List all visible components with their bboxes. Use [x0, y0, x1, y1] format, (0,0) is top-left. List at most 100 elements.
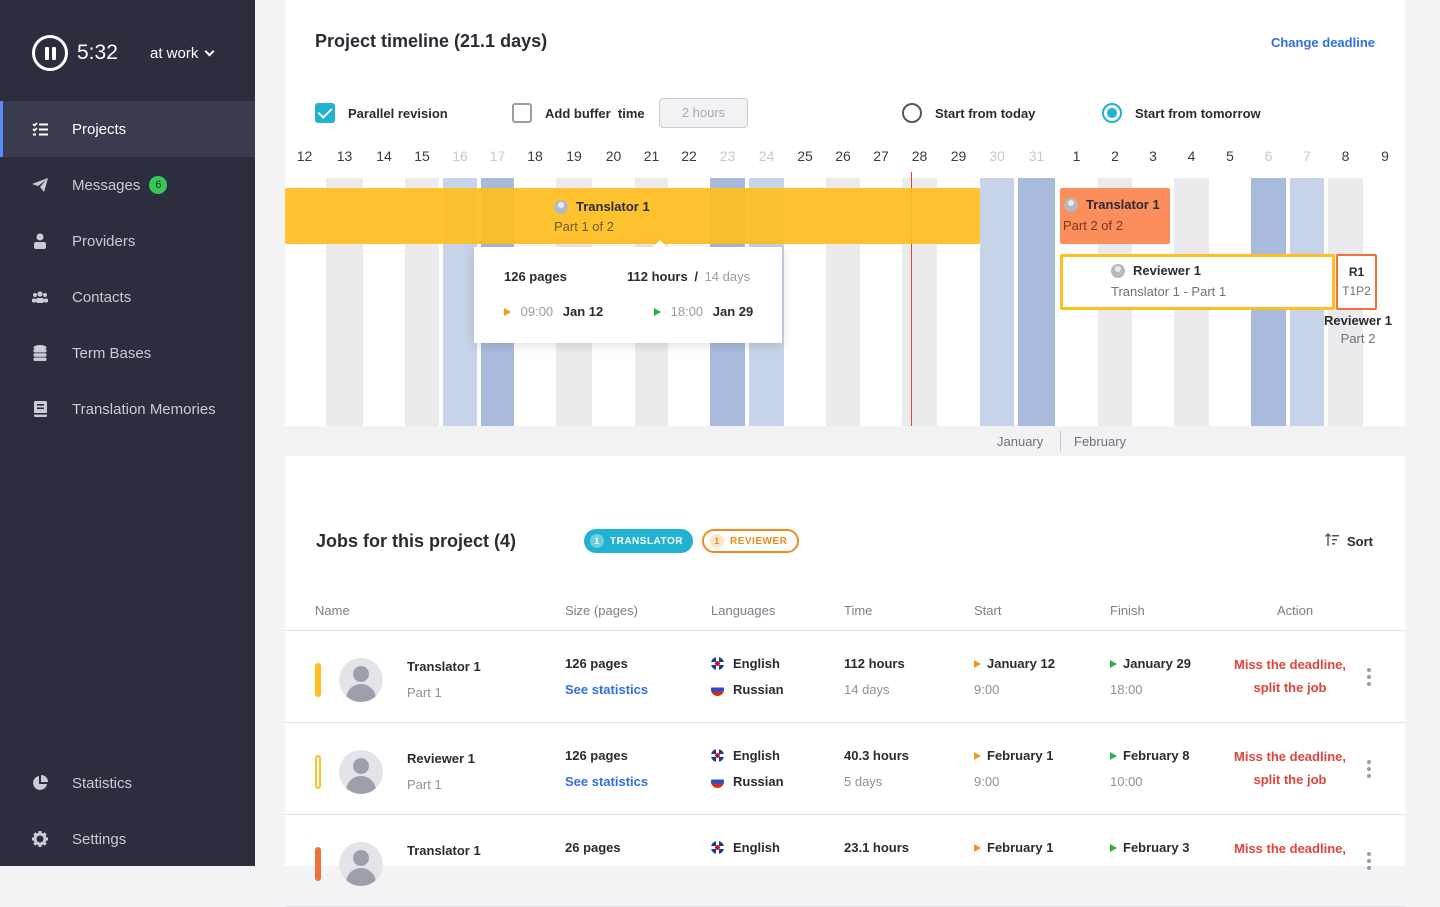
timeline-day: 31	[1028, 148, 1045, 164]
start-from-tomorrow-label: Start from tomorrow	[1135, 105, 1261, 121]
status-dropdown[interactable]: at work	[150, 45, 215, 62]
reviewer-1-part-2-bar[interactable]	[1336, 254, 1377, 310]
reviewer-filter-pill[interactable]: 1 REVIEWER	[702, 529, 800, 553]
tooltip-start-date: Jan 12	[562, 304, 604, 319]
sidebar-item-label: Messages	[72, 176, 141, 194]
see-statistics-link[interactable]: See statistics	[565, 774, 649, 789]
buffer-time-input[interactable]: 2 hours	[659, 98, 748, 128]
sort-icon	[1325, 533, 1339, 550]
month-february: February	[1074, 434, 1127, 449]
bar-name: Reviewer 1	[1133, 263, 1201, 278]
start-from-today-option[interactable]: Start from today	[902, 98, 1035, 128]
start-flag-icon	[504, 308, 511, 316]
timeline-day: 6	[1264, 148, 1273, 164]
sidebar-item-statistics[interactable]: Statistics	[0, 755, 255, 811]
timeline-day: 13	[336, 148, 353, 164]
timeline-day: 17	[489, 148, 506, 164]
pause-icon[interactable]	[32, 35, 68, 71]
timeline-day: 23	[719, 148, 736, 164]
pill-label: REVIEWER	[730, 535, 788, 547]
job-type-indicator	[315, 755, 321, 789]
sort-button[interactable]: Sort	[1325, 533, 1373, 550]
finish-date-label: February 3	[1123, 840, 1190, 855]
finish-date-label: February 8	[1123, 748, 1190, 763]
sidebar-item-term-bases[interactable]: Term Bases	[0, 325, 255, 381]
change-deadline-link[interactable]: Change deadline	[1270, 35, 1375, 50]
see-statistics-link[interactable]: See statistics	[565, 682, 649, 697]
russia-flag-icon	[711, 683, 724, 696]
bar-name: Translator 1	[1086, 197, 1160, 212]
job-hours: 112 hours	[844, 656, 905, 671]
pie-chart-icon	[32, 775, 48, 791]
language-label: Russian	[733, 682, 784, 697]
avatar-icon	[554, 199, 568, 214]
start-from-tomorrow-radio[interactable]	[1102, 103, 1122, 123]
sidebar-item-contacts[interactable]: Contacts	[0, 269, 255, 325]
sidebar-item-providers[interactable]: Providers	[0, 213, 255, 269]
tooltip-slash: /	[694, 269, 698, 284]
action-link[interactable]: Miss the deadline, split the job	[1225, 653, 1355, 699]
add-buffer-checkbox[interactable]	[512, 103, 532, 123]
action-line-1: Miss the deadline,	[1234, 749, 1346, 764]
job-pages: 26 pages	[565, 840, 621, 855]
bar-label: Reviewer 1	[1111, 263, 1201, 278]
job-start-time: 9:00	[974, 682, 1000, 697]
timeline-day: 1	[1072, 148, 1081, 164]
action-link[interactable]: Miss the deadline, split the job	[1225, 745, 1355, 791]
sidebar-item-projects[interactable]: Projects	[0, 101, 255, 157]
translator-1-part-2-bar[interactable]	[1060, 188, 1170, 244]
bar-subtitle: T1P2	[1342, 284, 1371, 298]
bar-code: R1	[1348, 265, 1365, 279]
job-days: 5 days	[844, 774, 883, 789]
parallel-revision-option[interactable]: Parallel revision	[315, 98, 448, 128]
timeline-day-column	[980, 178, 1014, 426]
book-icon	[32, 401, 48, 417]
sidebar-nav: Projects Messages 6 Providers Contacts	[0, 101, 255, 437]
database-icon	[32, 345, 48, 361]
start-date-label: February 1	[987, 840, 1054, 855]
more-options-icon[interactable]	[1367, 668, 1371, 689]
job-name: Translator 1	[407, 843, 481, 858]
job-finish-date: February 3	[1110, 840, 1189, 855]
sidebar-item-translation-memories[interactable]: Translation Memories	[0, 381, 255, 437]
col-size: Size (pages)	[565, 603, 638, 618]
start-date-label: January 12	[987, 656, 1055, 671]
bar-name: Translator 1	[576, 199, 650, 214]
sidebar-item-label: Providers	[72, 232, 136, 250]
table-row[interactable]: Translator 1 26 pages English 23.1 hours Feb…	[285, 815, 1405, 907]
add-buffer-option[interactable]: Add buffer time	[512, 98, 645, 128]
translator-filter-pill[interactable]: 1 TRANSLATOR	[584, 529, 693, 553]
tooltip-pages: 126 pages	[504, 269, 567, 284]
start-date-label: February 1	[987, 748, 1054, 763]
action-line-1: Miss the deadline,	[1234, 657, 1346, 672]
more-options-icon[interactable]	[1367, 852, 1371, 873]
start-from-tomorrow-option[interactable]: Start from tomorrow	[1102, 98, 1261, 128]
today-marker	[911, 172, 912, 426]
action-link[interactable]: Miss the deadline,	[1225, 837, 1355, 860]
job-start-date: February 1	[974, 748, 1053, 763]
tooltip-start-time: 09:00	[520, 304, 554, 319]
sidebar-item-label: Contacts	[72, 288, 132, 306]
sidebar-item-settings[interactable]: Settings	[0, 811, 255, 867]
job-days: 14 days	[844, 682, 890, 697]
table-row[interactable]: Translator 1 Part 1 126 pages See statistic…	[285, 631, 1405, 723]
timeline-day: 18	[527, 148, 543, 164]
table-row[interactable]: Reviewer 1 Part 1 126 pages See statistics E…	[285, 723, 1405, 815]
reviewer-1-part-1-bar[interactable]	[1060, 254, 1335, 310]
source-language: English	[711, 656, 780, 671]
bar-label: Translator 1	[554, 199, 650, 214]
col-languages: Languages	[711, 603, 776, 618]
job-part: Part 1	[407, 685, 442, 700]
uk-flag-icon	[711, 657, 724, 670]
col-start: Start	[974, 603, 1002, 618]
timeline-day: 5	[1226, 148, 1234, 164]
jobs-title: Jobs for this project (4)	[316, 531, 517, 551]
add-buffer-label: Add buffer time	[545, 105, 645, 121]
gear-icon	[32, 831, 48, 847]
more-options-icon[interactable]	[1367, 760, 1371, 781]
sidebar-item-messages[interactable]: Messages 6	[0, 157, 255, 213]
start-from-today-radio[interactable]	[902, 103, 922, 123]
parallel-revision-checkbox[interactable]	[315, 103, 335, 123]
translator-1-part-1-bar[interactable]	[285, 188, 980, 244]
tooltip-days: 14 days	[704, 269, 751, 284]
